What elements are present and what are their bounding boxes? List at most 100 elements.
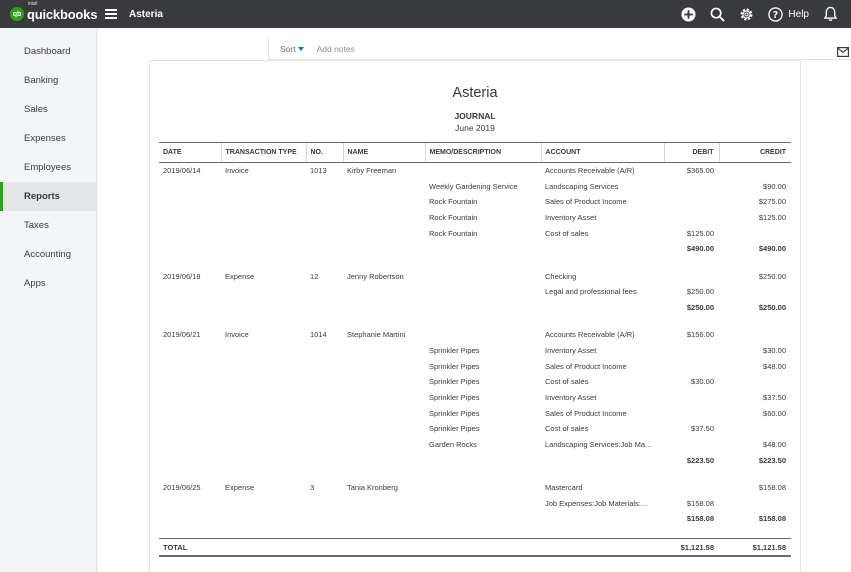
sidebar-item-accounting[interactable]: Accounting [24, 249, 72, 260]
cell-credit[interactable]: $125.00 [758, 212, 786, 222]
table-row[interactable]: Sprinkler Pipes Inventory Asset $37.50 [159, 390, 791, 406]
hamburger-menu-icon[interactable] [105, 9, 117, 19]
table-row[interactable]: Rock Fountain Inventory Asset $125.00 [159, 210, 791, 226]
sidebar-item-banking[interactable]: Banking [24, 75, 59, 86]
cell-memo [425, 480, 541, 496]
table-row[interactable]: Weekly Gardening Service Landscaping Serv… [159, 178, 791, 194]
sidebar-item-reports[interactable]: Reports [0, 182, 96, 211]
cell-memo: Rock Fountain [429, 197, 478, 207]
table-row[interactable]: 2019/06/18 Expense 12 Jenny Robertson Checki… [159, 268, 791, 284]
cell-memo [425, 327, 541, 343]
cell-date [159, 405, 221, 421]
cell-type [221, 437, 306, 453]
search-icon[interactable] [709, 6, 725, 22]
cell-type[interactable]: Expense [225, 271, 255, 281]
add-notes-link[interactable]: Add notes [316, 43, 355, 54]
sidebar-item-apps[interactable]: Apps [24, 278, 46, 289]
sidebar-item-expenses[interactable]: Expenses [24, 133, 66, 144]
table-row[interactable]: 2019/06/21 Invoice 1014 Stephanie Martini Ac… [159, 327, 791, 343]
column-header-debit[interactable]: DEBIT [663, 142, 719, 163]
cell-credit[interactable]: $158.08 [758, 483, 786, 492]
logo-brand-text: quickbooks [27, 6, 98, 22]
table-row[interactable]: Garden Rocks Landscaping Services:Job Ma.… [159, 437, 791, 453]
table-row[interactable]: Job Expenses:Job Materials:... $158.08 [159, 495, 791, 511]
column-header-transaction-type[interactable]: TRANSACTION TYPE [220, 142, 306, 163]
empty-cell [221, 300, 306, 316]
column-header-date[interactable]: DATE [159, 142, 221, 163]
table-row[interactable]: 2019/06/25 Expense 3 Tania Kronberg Masterca… [159, 480, 791, 496]
table-row[interactable]: Sprinkler Pipes Sales of Product Income $6… [159, 405, 791, 421]
empty-cell [221, 511, 306, 527]
help-label[interactable]: Help [788, 8, 809, 20]
sort-dropdown[interactable]: Sort [280, 44, 304, 54]
plus-icon[interactable] [680, 6, 696, 22]
cell-credit[interactable]: $90.00 [763, 181, 786, 191]
cell-credit[interactable]: $48.00 [763, 361, 786, 371]
cell-credit[interactable]: $60.00 [763, 408, 786, 418]
cell-account: Landscaping Services:Job Ma... [545, 440, 652, 450]
column-header-credit[interactable]: CREDIT [718, 142, 791, 163]
spacer-row [159, 315, 791, 327]
cell-credit[interactable]: $48.00 [763, 440, 786, 450]
cell-type[interactable]: Invoice [225, 166, 249, 176]
cell-no[interactable]: 12 [310, 271, 319, 281]
cell-debit[interactable]: $250.00 [686, 287, 714, 297]
cell-credit[interactable]: $37.50 [763, 392, 786, 402]
cell-date [159, 210, 221, 226]
quickbooks-logo[interactable]: qb intuit quickbooks [10, 1, 98, 22]
cell-debit[interactable]: $156.00 [686, 330, 714, 340]
cell-debit[interactable]: $37.50 [691, 424, 714, 434]
cell-memo: Weekly Gardening Service [429, 181, 518, 191]
column-header-memo[interactable]: MEMO/DESCRIPTION [424, 142, 541, 163]
cell-no[interactable]: 1014 [310, 330, 327, 340]
sidebar-item-sales[interactable]: Sales [24, 104, 48, 115]
sidebar-item-dashboard[interactable]: Dashboard [24, 46, 71, 57]
table-row[interactable]: Sprinkler Pipes Cost of sales $30.00 [159, 374, 791, 390]
cell-no [306, 405, 343, 421]
sidebar: Dashboard Banking Sales Expenses Employe… [0, 28, 97, 572]
cell-type[interactable]: Invoice [225, 330, 249, 340]
empty-cell [541, 241, 664, 257]
sidebar-item-taxes[interactable]: Taxes [24, 220, 49, 231]
cell-credit[interactable]: $250.00 [758, 271, 786, 281]
cell-account: Mastercard [545, 483, 583, 492]
email-icon[interactable] [837, 44, 850, 58]
help-icon[interactable]: ? [767, 6, 783, 22]
sidebar-item-employees[interactable]: Employees [24, 162, 71, 173]
column-header-account[interactable]: ACCOUNT [540, 142, 664, 163]
cell-debit[interactable]: $158.08 [686, 498, 714, 508]
cell-debit[interactable]: $125.00 [686, 228, 714, 238]
cell-debit[interactable]: $30.00 [691, 377, 714, 387]
cell-type [221, 421, 306, 437]
table-row[interactable]: Rock Fountain Cost of sales $125.00 [159, 225, 791, 241]
journal-table: DATE TRANSACTION TYPE NO. NAME MEMO/DESC… [159, 142, 791, 558]
cell-type[interactable]: Expense [225, 483, 255, 492]
column-header-name[interactable]: NAME [342, 142, 425, 163]
table-row[interactable]: Rock Fountain Sales of Product Income $275… [159, 194, 791, 210]
cell-date [159, 495, 221, 511]
cell-name [343, 178, 425, 194]
column-header-no[interactable]: NO. [305, 142, 343, 163]
table-row[interactable]: 2019/06/14 Invoice 1013 Kirby Freeman Accoun… [159, 163, 791, 179]
cell-type [221, 405, 306, 421]
cell-no [306, 437, 343, 453]
cell-no[interactable]: 1013 [310, 166, 327, 176]
cell-no[interactable]: 3 [310, 483, 315, 492]
cell-account: Cost of sales [545, 377, 589, 387]
cell-credit[interactable]: $30.00 [763, 345, 786, 355]
gear-icon[interactable] [738, 6, 754, 22]
table-row[interactable]: Sprinkler Pipes Sales of Product Income $4… [159, 358, 791, 374]
report-toolbar: Sort Add notes [268, 38, 851, 60]
table-row[interactable]: Sprinkler Pipes Inventory Asset $30.00 [159, 343, 791, 359]
report-period: June 2019 [455, 123, 495, 133]
grand-total-label: TOTAL [159, 537, 221, 558]
cell-type [221, 358, 306, 374]
table-row[interactable]: Legal and professional fees $250.00 [159, 284, 791, 300]
table-row[interactable]: Sprinkler Pipes Cost of sales $37.50 [159, 421, 791, 437]
total-credit: $158.08 [758, 514, 786, 524]
bell-icon[interactable] [822, 6, 838, 22]
cell-credit[interactable]: $275.00 [758, 197, 786, 207]
cell-date [159, 358, 221, 374]
cell-no [306, 358, 343, 374]
cell-debit[interactable]: $365.00 [686, 166, 714, 176]
